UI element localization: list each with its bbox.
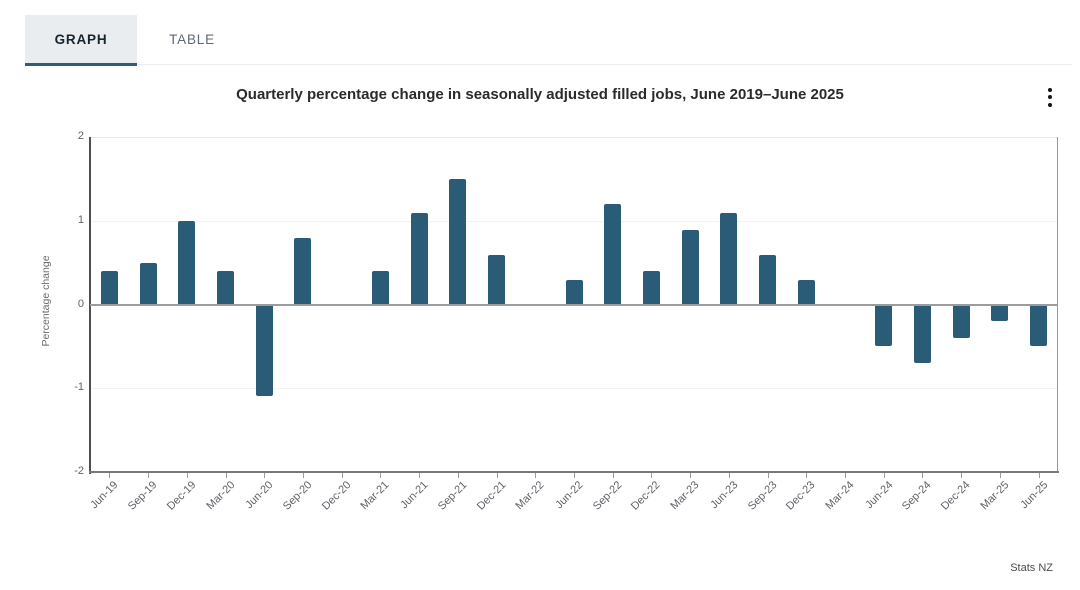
x-tick-mark bbox=[613, 473, 614, 478]
x-tick-mark bbox=[961, 473, 962, 478]
x-tick-label: Jun-22 bbox=[553, 479, 586, 512]
x-tick-label: Dec-21 bbox=[474, 479, 509, 513]
kebab-dot bbox=[1048, 95, 1052, 99]
bar-sep-23[interactable] bbox=[759, 255, 776, 305]
x-tick-mark bbox=[148, 473, 149, 478]
kebab-menu-icon[interactable] bbox=[1041, 85, 1059, 109]
kebab-dot bbox=[1048, 102, 1052, 107]
bar-jun-23[interactable] bbox=[720, 213, 737, 305]
bar-mar-21[interactable] bbox=[372, 271, 389, 305]
y-tick-label: -1 bbox=[74, 381, 84, 393]
zero-line bbox=[90, 304, 1057, 306]
x-tick-mark bbox=[1039, 473, 1040, 478]
x-tick-label: Jun-24 bbox=[863, 479, 896, 512]
x-tick-label: Mar-22 bbox=[513, 479, 547, 513]
x-tick-mark bbox=[497, 473, 498, 478]
bar-sep-22[interactable] bbox=[604, 204, 621, 305]
x-tick-mark bbox=[458, 473, 459, 478]
bar-jun-25[interactable] bbox=[1030, 306, 1047, 346]
x-tick-label: Sep-21 bbox=[435, 479, 470, 513]
bar-sep-19[interactable] bbox=[140, 263, 157, 305]
tab-table-label: TABLE bbox=[169, 31, 215, 47]
x-tick-mark bbox=[109, 473, 110, 478]
x-axis-line bbox=[89, 471, 1059, 473]
bar-dec-19[interactable] bbox=[178, 221, 195, 305]
x-tick-mark bbox=[690, 473, 691, 478]
bar-jun-21[interactable] bbox=[411, 213, 428, 305]
x-tick-mark bbox=[884, 473, 885, 478]
x-tick-label: Mar-21 bbox=[358, 479, 392, 513]
x-tick-label: Dec-19 bbox=[164, 479, 199, 513]
gridline-1 bbox=[90, 221, 1057, 222]
bar-mar-25[interactable] bbox=[991, 306, 1008, 321]
tab-graph-label: GRAPH bbox=[54, 31, 108, 47]
x-tick-mark bbox=[303, 473, 304, 478]
x-tick-mark bbox=[768, 473, 769, 478]
x-tick-mark bbox=[806, 473, 807, 478]
bar-dec-21[interactable] bbox=[488, 255, 505, 305]
y-tick-label: 2 bbox=[77, 130, 84, 142]
kebab-dot bbox=[1048, 87, 1052, 92]
bar-sep-24[interactable] bbox=[914, 306, 931, 363]
bar-mar-23[interactable] bbox=[682, 230, 699, 305]
x-tick-mark bbox=[729, 473, 730, 478]
x-tick-mark bbox=[264, 473, 265, 478]
right-axis-line bbox=[1057, 137, 1058, 472]
x-tick-label: Mar-20 bbox=[204, 479, 238, 513]
y-tick-label: 0 bbox=[77, 298, 84, 310]
x-tick-label: Jun-19 bbox=[88, 479, 121, 512]
bar-jun-22[interactable] bbox=[566, 280, 583, 305]
source-credit[interactable]: Stats NZ bbox=[1010, 562, 1053, 574]
x-tick-label: Jun-21 bbox=[398, 479, 431, 512]
x-tick-label: Sep-24 bbox=[899, 479, 934, 513]
bar-dec-24[interactable] bbox=[953, 306, 970, 338]
x-tick-mark bbox=[342, 473, 343, 478]
gridline-neg-1 bbox=[90, 388, 1057, 389]
chart-title: Quarterly percentage change in seasonall… bbox=[236, 86, 844, 103]
x-tick-mark bbox=[922, 473, 923, 478]
bar-mar-20[interactable] bbox=[217, 271, 234, 305]
x-tick-mark bbox=[226, 473, 227, 478]
x-tick-label: Sep-19 bbox=[125, 479, 160, 513]
bar-dec-22[interactable] bbox=[643, 271, 660, 305]
tab-table[interactable]: TABLE bbox=[137, 15, 247, 63]
x-tick-label: Dec-22 bbox=[628, 479, 663, 513]
x-tick-label: Dec-23 bbox=[783, 479, 818, 513]
bar-sep-21[interactable] bbox=[449, 179, 466, 305]
tab-graph[interactable]: GRAPH bbox=[25, 15, 137, 66]
tabs-divider bbox=[137, 64, 1072, 65]
x-tick-mark bbox=[651, 473, 652, 478]
x-tick-mark bbox=[419, 473, 420, 478]
x-tick-mark bbox=[574, 473, 575, 478]
x-tick-label: Jun-23 bbox=[708, 479, 741, 512]
x-tick-label: Mar-24 bbox=[823, 479, 857, 513]
x-tick-label: Sep-20 bbox=[280, 479, 315, 513]
bar-jun-19[interactable] bbox=[101, 271, 118, 305]
bar-sep-20[interactable] bbox=[294, 238, 311, 305]
x-tick-mark bbox=[187, 473, 188, 478]
x-tick-mark bbox=[1000, 473, 1001, 478]
x-tick-label: Mar-25 bbox=[978, 479, 1012, 513]
x-tick-mark bbox=[845, 473, 846, 478]
gridline-2 bbox=[90, 137, 1057, 138]
x-tick-label: Mar-23 bbox=[668, 479, 702, 513]
x-tick-label: Dec-20 bbox=[319, 479, 354, 513]
y-tick-label: -2 bbox=[74, 465, 84, 477]
bar-jun-24[interactable] bbox=[875, 306, 892, 346]
y-axis-title: Percentage change bbox=[40, 255, 52, 347]
y-tick-label: 1 bbox=[77, 214, 84, 226]
x-tick-mark bbox=[380, 473, 381, 478]
x-tick-label: Jun-20 bbox=[243, 479, 276, 512]
x-tick-label: Dec-24 bbox=[938, 479, 973, 513]
bar-jun-20[interactable] bbox=[256, 306, 273, 396]
x-tick-label: Jun-25 bbox=[1018, 479, 1051, 512]
x-tick-mark bbox=[535, 473, 536, 478]
x-tick-label: Sep-22 bbox=[590, 479, 625, 513]
x-tick-label: Sep-23 bbox=[745, 479, 780, 513]
bar-dec-23[interactable] bbox=[798, 280, 815, 305]
